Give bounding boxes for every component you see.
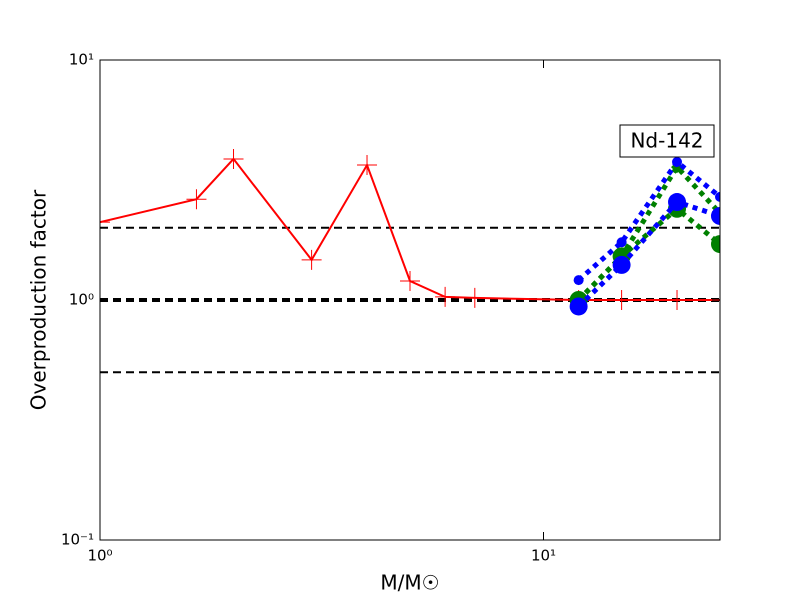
point	[400, 270, 420, 291]
point	[186, 189, 207, 210]
point	[573, 275, 584, 286]
point	[668, 193, 687, 212]
point	[711, 206, 720, 225]
x-axis-label: M/M☉	[380, 571, 439, 595]
point	[616, 237, 627, 248]
x-tick-label: 10⁰	[87, 547, 112, 565]
point	[672, 156, 683, 167]
plot-area	[100, 148, 720, 374]
point	[435, 286, 456, 307]
y-tick-label: 10¹	[69, 51, 94, 69]
point	[711, 235, 720, 254]
point	[223, 148, 244, 169]
point	[301, 249, 322, 270]
point	[100, 212, 110, 233]
point	[612, 255, 631, 274]
point	[667, 290, 688, 310]
x-tick-label: 10¹	[531, 547, 556, 565]
series-line	[576, 158, 720, 283]
series-line	[576, 205, 720, 302]
point	[611, 290, 632, 310]
point	[464, 287, 485, 308]
annotation-box	[619, 124, 715, 158]
point	[357, 155, 378, 176]
y-tick-label: 10⁻¹	[61, 531, 94, 549]
point	[715, 191, 720, 202]
y-tick-label: 10⁰	[69, 291, 94, 309]
y-axis-label: Overproduction factor	[27, 189, 51, 410]
annotation: Nd-142	[630, 129, 703, 153]
point	[569, 297, 588, 316]
series-line	[576, 199, 720, 309]
